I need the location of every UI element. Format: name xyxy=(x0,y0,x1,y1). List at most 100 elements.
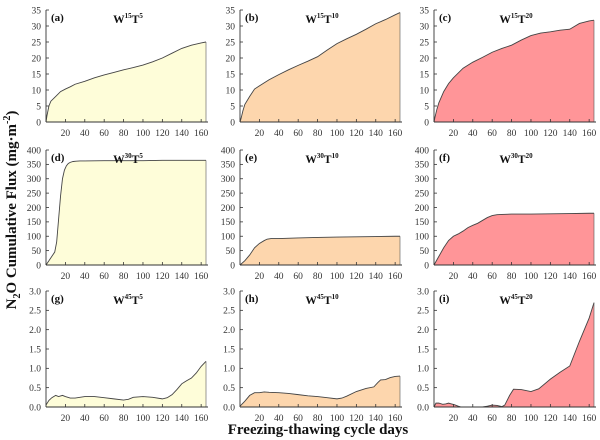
y-tick-label: 200 xyxy=(27,204,42,214)
panel-h: 0.0 0.5 1.0 1.5 2.0 2.5 3.0 20 40 60 80 100 120 140 16… xyxy=(223,287,402,424)
x-tick-label: 140 xyxy=(369,129,384,139)
y-tick-label: 400 xyxy=(27,146,42,156)
title-letter: W xyxy=(305,154,317,166)
area-fill-e xyxy=(240,236,400,265)
y-tick-label: 10 xyxy=(420,86,430,96)
panel-label-f: (f) xyxy=(439,152,450,164)
area-fill-b xyxy=(240,12,400,123)
x-tick-label: 120 xyxy=(349,272,364,282)
x-tick-label: 120 xyxy=(349,129,364,139)
panel-title-i: W45T20 xyxy=(499,293,533,307)
x-tick-label: 60 xyxy=(99,272,109,282)
x-tick-label: 80 xyxy=(507,414,517,424)
x-tick-label: 140 xyxy=(563,272,578,282)
y-tick-label: 150 xyxy=(221,218,236,228)
x-tick-label: 140 xyxy=(369,272,384,282)
x-tick-label: 60 xyxy=(487,272,497,282)
y-tick-label: 2.0 xyxy=(223,326,235,336)
x-tick-label: 80 xyxy=(119,414,129,424)
x-tick-label: 160 xyxy=(388,129,403,139)
title-superscript: 30 xyxy=(125,152,133,160)
x-tick-label: 160 xyxy=(582,414,597,424)
x-tick-label: 40 xyxy=(80,272,90,282)
x-tick-label: 120 xyxy=(543,129,558,139)
y-tick-label: 350 xyxy=(27,161,42,171)
y-tick-label: 1.5 xyxy=(223,345,235,355)
title-superscript: 15 xyxy=(511,12,519,20)
title-letter: T xyxy=(518,154,526,166)
x-tick-label: 160 xyxy=(194,414,209,424)
y-label-part: -2 xyxy=(2,116,13,124)
y-tick-label: 3.0 xyxy=(29,287,41,297)
y-tick-label: 1.5 xyxy=(29,345,41,355)
y-tick-label: 35 xyxy=(226,6,236,16)
x-tick-label: 100 xyxy=(330,272,345,282)
panel-title-h: W45T10 xyxy=(305,293,339,307)
title-superscript: 5 xyxy=(139,12,143,20)
x-tick-label: 160 xyxy=(582,272,597,282)
series-line-d xyxy=(45,159,206,266)
title-superscript: 20 xyxy=(526,12,534,20)
y-axis-label: N2O Cumulative Flux (mg·m-2) xyxy=(2,111,23,310)
y-tick-label: 25 xyxy=(226,38,236,48)
title-letter: T xyxy=(518,295,526,307)
title-letter: T xyxy=(132,14,140,26)
y-tick-label: 100 xyxy=(27,233,42,243)
series-line-e xyxy=(239,235,400,266)
series-line-b xyxy=(239,12,401,123)
title-superscript: 30 xyxy=(317,152,325,160)
series-line-g xyxy=(45,361,207,406)
y-tick-label: 250 xyxy=(221,189,236,199)
y-tick-label: 20 xyxy=(226,54,236,64)
x-tick-label: 20 xyxy=(255,414,265,424)
area-fill-g xyxy=(46,361,206,407)
y-tick-label: 100 xyxy=(415,233,430,243)
title-letter: T xyxy=(324,295,332,307)
y-tick-label: 400 xyxy=(221,146,236,156)
x-tick-label: 60 xyxy=(487,414,497,424)
x-tick-label: 100 xyxy=(330,414,345,424)
series-line-c xyxy=(433,19,595,123)
x-tick-label: 40 xyxy=(274,414,284,424)
title-superscript: 5 xyxy=(139,293,143,301)
y-label-part: O Cumulative Flux (mg·m xyxy=(4,123,20,293)
panel-label-e: (e) xyxy=(245,152,258,164)
title-superscript: 10 xyxy=(332,152,340,160)
y-tick-label: 25 xyxy=(32,38,42,48)
y-tick-label: 2.5 xyxy=(29,307,41,317)
title-letter: W xyxy=(499,154,511,166)
series-line-f xyxy=(433,212,594,266)
panel-g: 0.0 0.5 1.0 1.5 2.0 2.5 3.0 20 40 60 80 100 120 140 16… xyxy=(29,287,208,424)
panel-label-h: (h) xyxy=(245,293,259,305)
x-tick-label: 40 xyxy=(468,272,478,282)
x-tick-label: 60 xyxy=(293,414,303,424)
y-tick-label: 0.5 xyxy=(29,384,41,394)
panel-label-b: (b) xyxy=(245,12,259,24)
panel-f: 0 50 100 150 200 250 300 350 400 20 40 60 80 100 120 14… xyxy=(415,146,597,282)
y-tick-label: 35 xyxy=(420,6,430,16)
x-tick-label: 160 xyxy=(194,272,209,282)
panel-label-g: (g) xyxy=(51,293,64,305)
title-letter: T xyxy=(132,295,140,307)
panel-label-i: (i) xyxy=(439,293,450,305)
title-superscript: 10 xyxy=(332,12,340,20)
x-tick-label: 140 xyxy=(175,272,190,282)
title-superscript: 20 xyxy=(526,293,534,301)
panel-title-a: W15T5 xyxy=(113,12,143,26)
y-tick-label: 35 xyxy=(32,6,42,16)
x-tick-label: 60 xyxy=(99,414,109,424)
y-tick-label: 150 xyxy=(27,218,42,228)
x-tick-label: 160 xyxy=(388,414,403,424)
title-superscript: 45 xyxy=(125,293,133,301)
area-fill-c xyxy=(434,20,594,123)
x-tick-label: 100 xyxy=(524,129,539,139)
x-tick-label: 60 xyxy=(99,129,109,139)
x-tick-label: 100 xyxy=(524,414,539,424)
y-tick-label: 2.5 xyxy=(417,307,429,317)
x-tick-label: 40 xyxy=(274,129,284,139)
y-tick-label: 300 xyxy=(221,175,236,185)
series-line-a xyxy=(45,41,207,123)
x-tick-label: 20 xyxy=(61,414,71,424)
y-tick-label: 5 xyxy=(424,102,429,112)
panel-label-a: (a) xyxy=(51,12,64,24)
